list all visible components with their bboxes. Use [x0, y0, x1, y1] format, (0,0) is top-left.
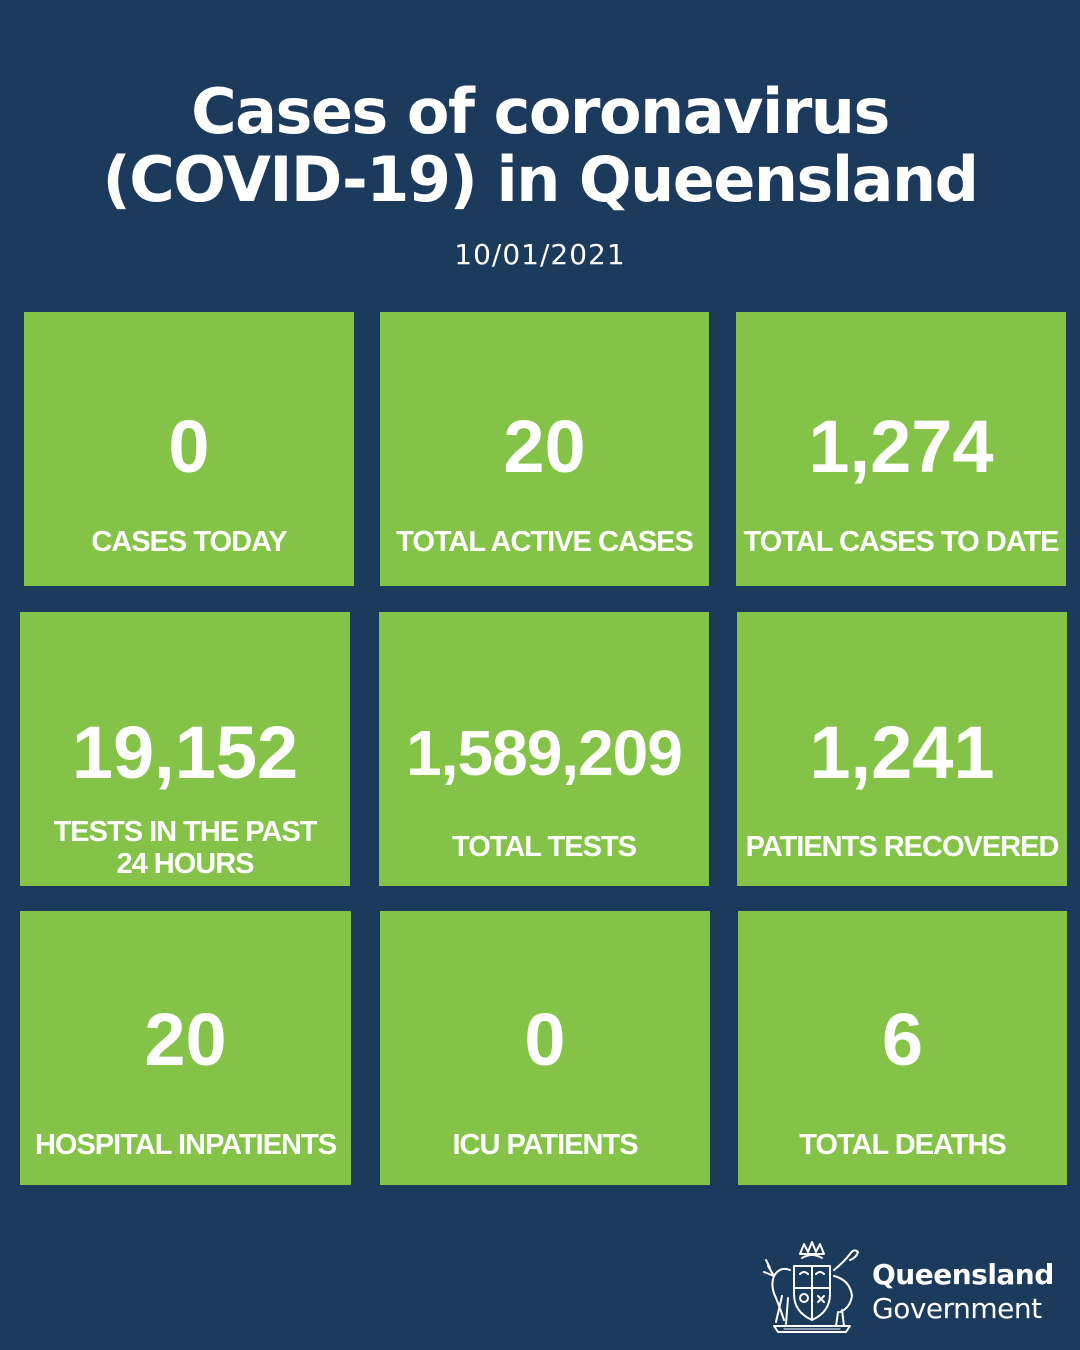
stat-value: 1,241	[809, 711, 995, 794]
stat-value: 1,589,209	[406, 717, 683, 789]
stat-tile-total-tests: 1,589,209 TOTAL TESTS	[379, 612, 709, 886]
stat-tile-total-active-cases: 20 TOTAL ACTIVE CASES	[380, 312, 709, 586]
title-line-1: Cases of coronavirus	[191, 75, 890, 148]
stat-label: PATIENTS RECOVERED	[745, 831, 1060, 863]
stat-label: ICU PATIENTS	[452, 1129, 638, 1161]
stat-tile-total-deaths: 6 TOTAL DEATHS	[738, 911, 1067, 1185]
report-date: 10/01/2021	[454, 238, 626, 271]
page-title: Cases of coronavirus (COVID-19) in Queen…	[0, 78, 1080, 214]
stat-tile-icu-patients: 0 ICU PATIENTS	[380, 911, 710, 1185]
stat-tile-patients-recovered: 1,241 PATIENTS RECOVERED	[737, 612, 1067, 886]
queensland-coat-of-arms-icon	[763, 1241, 859, 1333]
stat-value: 20	[144, 998, 227, 1081]
stat-label: CASES TODAY	[91, 526, 287, 558]
stat-value: 0	[168, 405, 210, 488]
stat-value: 0	[524, 998, 566, 1081]
stat-label: TOTAL CASES TO DATE	[743, 526, 1059, 558]
stat-label: HOSPITAL INPATIENTS	[34, 1129, 337, 1161]
stat-value: 6	[881, 998, 924, 1081]
stat-tile-total-cases-to-date: 1,274 TOTAL CASES TO DATE	[736, 312, 1066, 586]
stat-tile-tests-past-24-hours: 19,152 TESTS IN THE PAST 24 HOURS	[20, 612, 350, 886]
stat-value: 1,274	[808, 405, 994, 488]
stat-label: TOTAL ACTIVE CASES	[396, 526, 694, 558]
logo-line-government: Government	[872, 1292, 1042, 1325]
stat-label: TESTS IN THE PAST 24 HOURS	[53, 816, 318, 880]
title-line-2: (COVID-19) in Queensland	[102, 143, 979, 216]
logo-line-queensland: Queensland	[872, 1258, 1054, 1291]
stat-tile-cases-today: 0 CASES TODAY	[24, 312, 354, 586]
stat-value: 20	[503, 405, 586, 488]
stat-label: TOTAL TESTS	[452, 831, 637, 863]
queensland-government-logo: Queensland Government	[760, 1236, 1060, 1336]
stat-tile-hospital-inpatients: 20 HOSPITAL INPATIENTS	[20, 911, 351, 1185]
stat-value: 19,152	[71, 711, 299, 794]
stat-label: TOTAL DEATHS	[799, 1129, 1007, 1161]
